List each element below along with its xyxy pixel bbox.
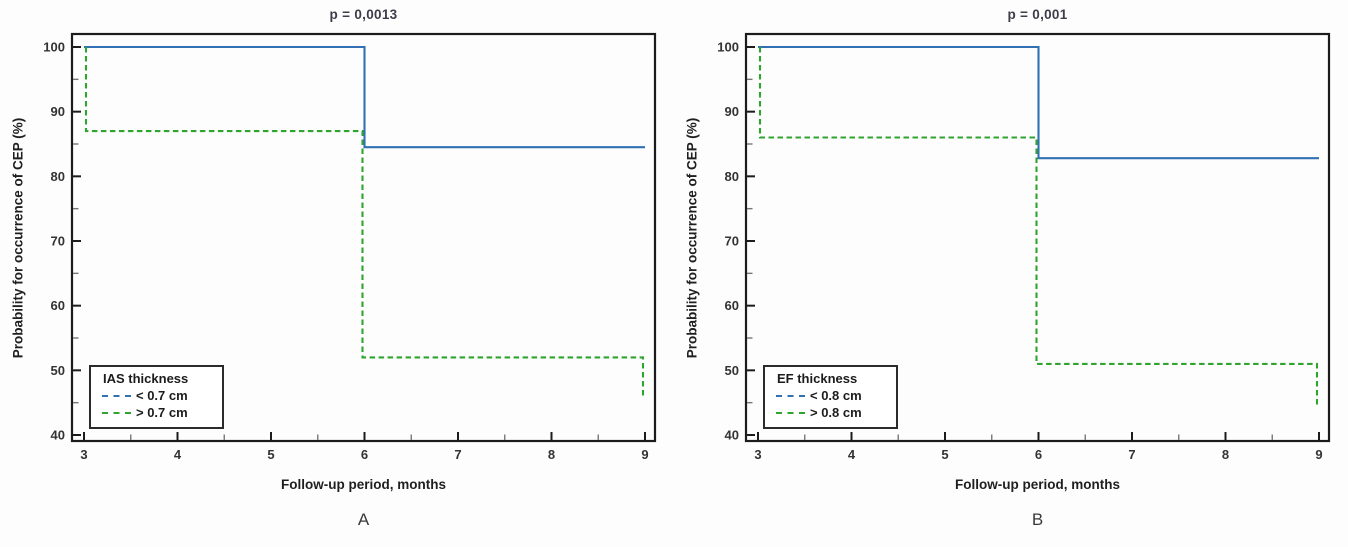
x-tick-label: 9	[1315, 447, 1322, 462]
x-tick-label: 5	[267, 447, 274, 462]
series-step-line-solid	[84, 45, 645, 149]
y-tick-label: 70	[725, 234, 739, 249]
x-tick-label: 3	[754, 447, 761, 462]
x-tick-label: 8	[548, 447, 555, 462]
p-value-title: p = 0,001	[1007, 7, 1068, 22]
y-tick-label: 70	[51, 234, 65, 249]
y-tick-label: 50	[725, 363, 739, 378]
x-axis-title: Follow-up period, months	[281, 477, 446, 492]
green-dashed-line-sample	[102, 411, 131, 414]
x-tick-label: 4	[174, 447, 182, 462]
blue-dashed-line-sample	[102, 394, 131, 397]
plot-border	[744, 32, 1331, 443]
y-tick-label: 80	[51, 169, 65, 184]
legend-item-label: > 0.7 cm	[136, 405, 188, 420]
x-tick-label: 3	[80, 447, 87, 462]
y-tick-label: 90	[725, 104, 739, 119]
legend-item: < 0.7 cm	[102, 388, 222, 403]
series-step-line-dashed	[84, 47, 645, 397]
legend-box: IAS thickness < 0.7 cm > 0.7 cm	[89, 365, 224, 429]
blue-dashed-line-sample	[776, 394, 805, 397]
p-value-title: p = 0,0013	[329, 7, 398, 22]
x-tick-label: 6	[361, 447, 368, 462]
legend-title: EF thickness	[777, 371, 858, 386]
y-tick-label: 100	[43, 40, 65, 55]
x-tick-label: 9	[641, 447, 648, 462]
legend-item-label: < 0.7 cm	[136, 388, 188, 403]
x-tick-label: 8	[1222, 447, 1229, 462]
legend-item-label: < 0.8 cm	[810, 388, 862, 403]
y-tick-label: 90	[51, 104, 65, 119]
panel-letter-label: A	[357, 510, 370, 529]
legend-item: < 0.8 cm	[776, 388, 896, 403]
y-tick-label: 60	[51, 298, 65, 313]
chart-panel-b: p = 0,001 Probability for occurrence of …	[674, 0, 1348, 547]
y-tick-label: 60	[725, 298, 739, 313]
legend-box: EF thickness < 0.8 cm > 0.8 cm	[763, 365, 898, 429]
plot-area: 40 50 60 70 80 90 100 3 4 5 6 7 8 9	[717, 32, 1331, 462]
legend-item: > 0.8 cm	[776, 405, 896, 420]
legend-title: IAS thickness	[103, 371, 189, 386]
y-tick-label: 40	[725, 428, 739, 443]
legend-item: > 0.7 cm	[102, 405, 222, 420]
green-dashed-line-sample	[776, 411, 805, 414]
y-tick-label: 40	[51, 428, 65, 443]
y-tick-label: 50	[51, 363, 65, 378]
x-axis-title: Follow-up period, months	[955, 477, 1120, 492]
plot-area: 40 50 60 70 80 90 100 3 4 5 6 7 8 9	[43, 32, 657, 462]
series-step-line-solid	[758, 45, 1319, 160]
y-tick-label: 100	[717, 40, 739, 55]
chart-panel-a: p = 0,0013 Probability for occurrence of…	[11, 7, 657, 529]
x-tick-label: 7	[1128, 447, 1135, 462]
legend-item-label: > 0.8 cm	[810, 405, 862, 420]
x-tick-label: 4	[848, 447, 856, 462]
series-step-line-dashed	[758, 47, 1319, 406]
plot-border	[70, 32, 657, 443]
panel-letter-label: B	[1031, 510, 1044, 529]
x-tick-label: 5	[941, 447, 948, 462]
x-tick-label: 6	[1035, 447, 1042, 462]
y-tick-label: 80	[725, 169, 739, 184]
x-tick-label: 7	[454, 447, 461, 462]
